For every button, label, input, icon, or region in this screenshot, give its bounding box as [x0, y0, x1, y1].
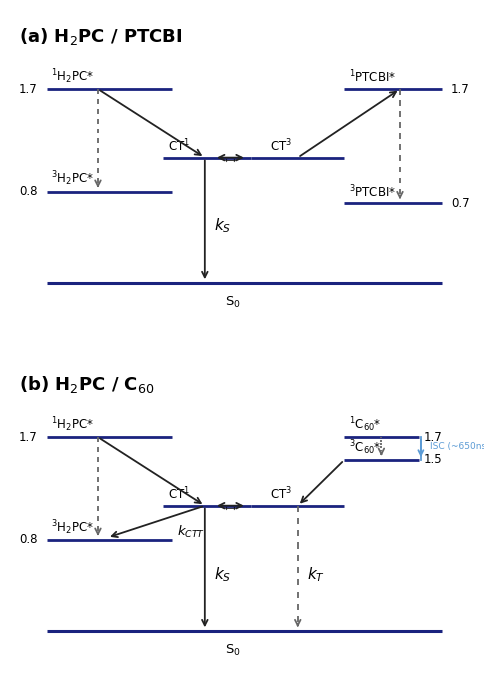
- Text: CT$^1$: CT$^1$: [167, 486, 190, 502]
- Text: 1.7: 1.7: [423, 431, 442, 444]
- Text: 1.5: 1.5: [423, 453, 442, 466]
- Text: (a) H$_2$PC / PTCBI: (a) H$_2$PC / PTCBI: [19, 26, 182, 47]
- Text: $^3$H$_2$PC*: $^3$H$_2$PC*: [51, 518, 94, 536]
- Text: $^3$PTCBI*: $^3$PTCBI*: [349, 184, 396, 200]
- Text: $k_{CTT}$: $k_{CTT}$: [177, 524, 205, 540]
- Text: 1.7: 1.7: [451, 83, 470, 96]
- Text: S$_0$: S$_0$: [225, 643, 241, 658]
- Text: S$_0$: S$_0$: [225, 295, 241, 310]
- Text: $^3$H$_2$PC*: $^3$H$_2$PC*: [51, 170, 94, 188]
- Text: $\longleftrightarrow$: $\longleftrightarrow$: [223, 155, 238, 164]
- Text: $k_S$: $k_S$: [214, 216, 231, 236]
- Text: $^3$C$_{60}$*: $^3$C$_{60}$*: [349, 438, 381, 457]
- Text: ISC (~650ns): ISC (~650ns): [430, 442, 484, 451]
- Text: 0.7: 0.7: [451, 197, 469, 210]
- Text: 0.8: 0.8: [19, 534, 38, 547]
- Text: 0.8: 0.8: [19, 186, 38, 199]
- Text: $^1$H$_2$PC*: $^1$H$_2$PC*: [51, 67, 94, 86]
- Text: $k_S$: $k_S$: [214, 565, 231, 584]
- Text: (b) H$_2$PC / C$_{60}$: (b) H$_2$PC / C$_{60}$: [19, 374, 154, 395]
- Text: $\longleftrightarrow$: $\longleftrightarrow$: [223, 503, 238, 512]
- Text: $^1$C$_{60}$*: $^1$C$_{60}$*: [349, 415, 381, 434]
- Text: CT$^1$: CT$^1$: [167, 138, 190, 154]
- Text: $k_T$: $k_T$: [307, 565, 325, 584]
- Text: CT$^3$: CT$^3$: [270, 138, 292, 154]
- Text: 1.7: 1.7: [19, 431, 38, 444]
- Text: $^1$PTCBI*: $^1$PTCBI*: [349, 69, 396, 86]
- Text: 1.7: 1.7: [19, 83, 38, 96]
- Text: CT$^3$: CT$^3$: [270, 486, 292, 502]
- Text: $^1$H$_2$PC*: $^1$H$_2$PC*: [51, 415, 94, 434]
